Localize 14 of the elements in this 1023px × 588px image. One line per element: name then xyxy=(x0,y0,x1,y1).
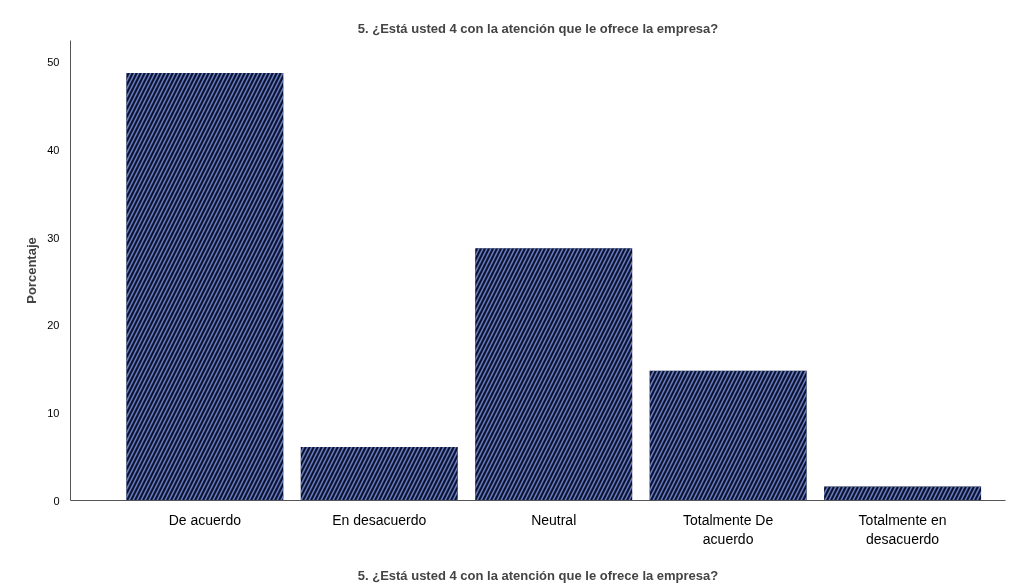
x-tick-label: Neutral xyxy=(531,511,577,528)
chart-title: 5. ¿Está usted 4 con la atención que le ofrece la empresa? xyxy=(357,20,719,36)
y-axis-title: Porcentaje xyxy=(24,237,40,304)
x-tick-label: Totalmente De acuerdo xyxy=(683,511,774,547)
y-tick-label: 40 xyxy=(47,144,60,157)
y-tick-label: 50 xyxy=(47,56,60,69)
x-axis-title: 5. ¿Está usted 4 con la atención que le ofrece la empresa? xyxy=(357,567,719,583)
y-tick-label: 20 xyxy=(47,319,60,332)
x-tick-label: En desacuerdo xyxy=(332,511,427,528)
x-tick-label: Totalmente en desacuerdo xyxy=(858,511,947,547)
y-tick-label: 30 xyxy=(47,231,60,244)
x-tick-label: De acuerdo xyxy=(168,511,242,528)
y-tick-label: 10 xyxy=(47,406,60,419)
y-tick-label: 0 xyxy=(53,494,60,507)
